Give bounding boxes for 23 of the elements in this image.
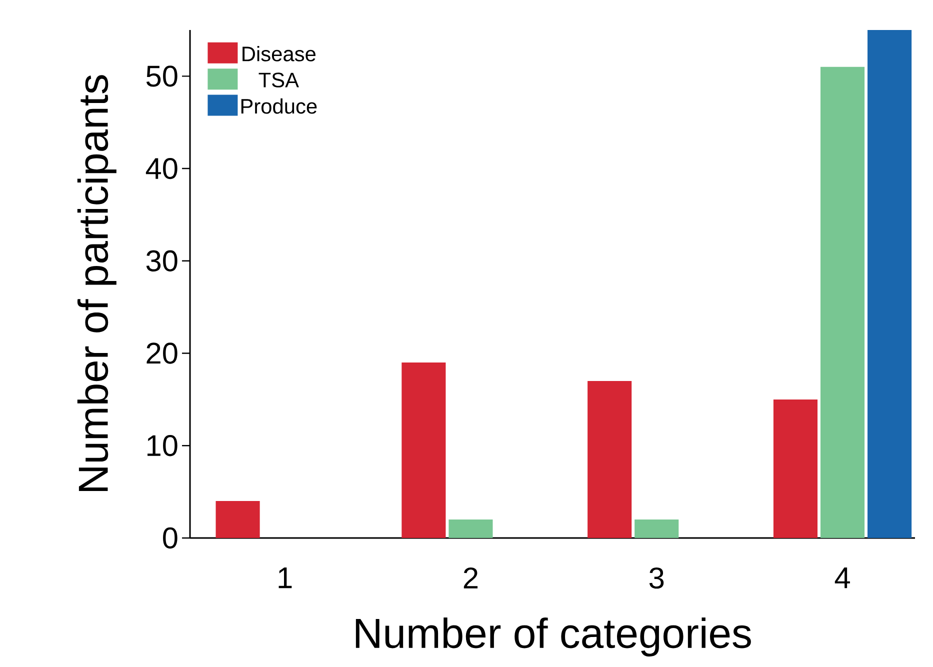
bar xyxy=(868,30,912,538)
bar xyxy=(773,399,818,538)
y-axis-title: Number of participants xyxy=(77,75,116,492)
x-axis-title: Number of categories xyxy=(356,618,751,657)
bar xyxy=(634,520,679,538)
bar xyxy=(216,501,260,538)
x-tick-label: 3 xyxy=(649,568,664,589)
bar xyxy=(448,520,493,538)
legend-label: Disease xyxy=(242,46,316,62)
legend-label: TSA xyxy=(258,72,299,88)
y-tick-label: 50 xyxy=(146,66,178,87)
y-tick-label: 0 xyxy=(163,527,178,549)
x-tick-label: 4 xyxy=(834,568,850,588)
y-tick-label: 10 xyxy=(148,435,178,456)
legend-label: Produce xyxy=(241,98,317,114)
y-tick-label: 30 xyxy=(146,250,178,272)
y-tick-label: 20 xyxy=(146,342,178,364)
bar xyxy=(588,380,632,538)
y-tick-label: 40 xyxy=(146,158,178,180)
x-tick-label: 2 xyxy=(464,568,478,588)
bar xyxy=(402,362,446,538)
x-tick-label: 1 xyxy=(278,568,292,588)
bar xyxy=(820,66,865,538)
